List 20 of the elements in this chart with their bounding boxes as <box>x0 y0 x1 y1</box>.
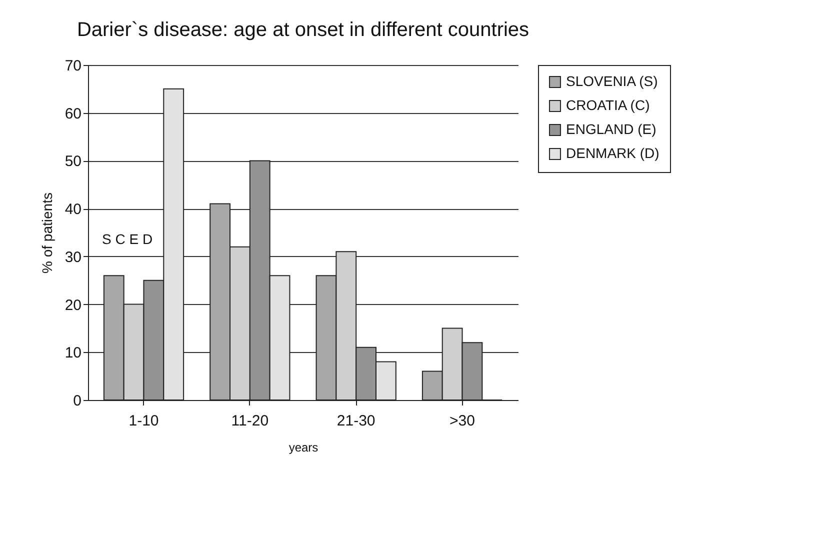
annotation: S C E D <box>102 231 153 247</box>
legend-label: SLOVENIA (S) <box>566 73 658 89</box>
y-tick-label: 10 <box>64 344 82 362</box>
y-tick-label: 30 <box>64 248 82 266</box>
y-tick-label: 70 <box>64 58 82 74</box>
y-tick-label: 20 <box>64 296 82 314</box>
y-axis-title: % of patients <box>38 192 55 274</box>
x-tick-label: 21-30 <box>336 412 376 430</box>
y-tick-label: 40 <box>64 201 82 218</box>
x-axis-title: years <box>288 440 318 454</box>
x-tick-label: 11-20 <box>231 412 269 430</box>
legend-label: CROATIA (C) <box>566 97 650 113</box>
legend-label: DENMARK (D) <box>566 145 660 161</box>
y-tick-label: 50 <box>64 153 82 170</box>
y-tick-label: 0 <box>73 392 82 410</box>
x-tick-label: >30 <box>450 412 475 430</box>
x-tick-label: 1-10 <box>128 412 159 430</box>
y-tick-label: 60 <box>64 105 82 122</box>
legend-label: ENGLAND (E) <box>566 121 656 137</box>
chart-title: Darier`s disease: age at onset in different countries <box>76 19 530 41</box>
